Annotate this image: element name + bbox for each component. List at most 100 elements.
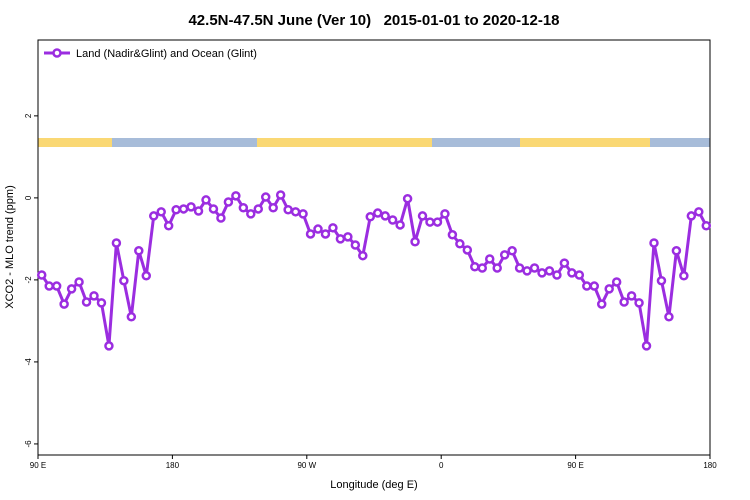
data-point (268, 202, 278, 213)
data-point (522, 266, 532, 276)
data-point (589, 281, 600, 291)
data-point (81, 297, 92, 307)
data-point (552, 270, 562, 280)
data-point (611, 277, 622, 287)
data-point (499, 250, 510, 260)
data-point (104, 341, 114, 351)
data-point (514, 263, 525, 273)
legend-marker (52, 48, 62, 58)
data-point (447, 230, 458, 240)
data-point (253, 204, 264, 214)
data-point (395, 220, 405, 230)
data-point (156, 207, 166, 217)
data-point (171, 205, 181, 215)
data-point (163, 221, 174, 231)
data-point (216, 213, 226, 223)
data-point (298, 209, 308, 219)
data-point (193, 206, 204, 216)
x-tick-label: 180 (703, 461, 717, 470)
data-point (208, 204, 219, 214)
data-point (679, 271, 689, 281)
data-point (582, 281, 592, 291)
plot-frame (37, 39, 711, 456)
data-point (178, 204, 189, 214)
data-point (559, 258, 570, 268)
data-point (671, 246, 682, 256)
data-point (119, 275, 129, 286)
data-point (260, 192, 271, 202)
data-point (380, 211, 390, 221)
data-point (455, 239, 465, 249)
data-point (507, 246, 517, 256)
data-point (231, 191, 241, 201)
legend-label: Land (Nadir&Glint) and Ocean (Glint) (76, 48, 257, 60)
data-point (246, 209, 256, 219)
data-point (148, 211, 159, 221)
data-point (223, 197, 234, 207)
data-point (484, 254, 495, 264)
data-point (59, 299, 69, 309)
data-point (477, 263, 488, 273)
data-point (417, 211, 428, 221)
data-point (619, 297, 629, 307)
data-point (89, 291, 99, 301)
data-point (201, 195, 211, 205)
y-tick-label: 2 (24, 113, 33, 118)
x-tick-label: 90 E (567, 461, 583, 470)
data-point (283, 205, 293, 215)
data-point (111, 238, 122, 248)
data-point (574, 270, 585, 280)
x-tick-label: 90 W (297, 461, 316, 470)
data-point (96, 298, 107, 308)
x-tick-label: 180 (166, 461, 180, 470)
data-point (537, 268, 547, 278)
data-point (656, 275, 667, 286)
data-point (649, 238, 659, 248)
data-point (410, 237, 420, 247)
y-tick-label: -6 (24, 440, 33, 448)
land-ocean-band (38, 138, 710, 147)
y-axis-label: XCO2 - MLO trend (ppm) (4, 185, 16, 308)
data-point (462, 245, 473, 255)
data-point (305, 229, 316, 239)
y-tick-label: -2 (24, 276, 33, 284)
data-point (641, 341, 652, 351)
data-point (470, 262, 480, 272)
data-point (529, 263, 540, 273)
x-tick-label: 0 (439, 461, 444, 470)
data-point (74, 277, 84, 287)
data-point (604, 284, 614, 294)
data-point (372, 208, 383, 218)
data-point (686, 211, 697, 221)
data-point (44, 281, 54, 291)
y-tick-label: 0 (24, 195, 33, 200)
data-point (694, 207, 704, 217)
data-point (567, 268, 577, 278)
data-point (134, 246, 144, 256)
data-point (701, 221, 712, 231)
y-tick-label: -4 (24, 358, 33, 366)
x-axis-label: Longitude (deg E) (330, 479, 417, 491)
data-point (544, 266, 555, 276)
data-point (402, 193, 413, 204)
data-point (432, 217, 443, 227)
data-point (343, 232, 353, 242)
data-point (492, 263, 502, 273)
data-point (320, 229, 331, 239)
data-point (664, 312, 674, 322)
data-point (365, 211, 376, 222)
data-point (141, 271, 152, 281)
data-point (313, 224, 323, 234)
data-point (186, 202, 196, 212)
data-point (36, 270, 47, 280)
data-point (66, 284, 77, 294)
x-tick-label: 90 E (30, 461, 46, 470)
data-point (290, 207, 301, 217)
data-point (335, 234, 346, 244)
data-point (387, 215, 398, 225)
data-point (350, 240, 361, 250)
data-point (425, 217, 435, 227)
data-point (626, 291, 637, 301)
data-point (275, 190, 286, 200)
